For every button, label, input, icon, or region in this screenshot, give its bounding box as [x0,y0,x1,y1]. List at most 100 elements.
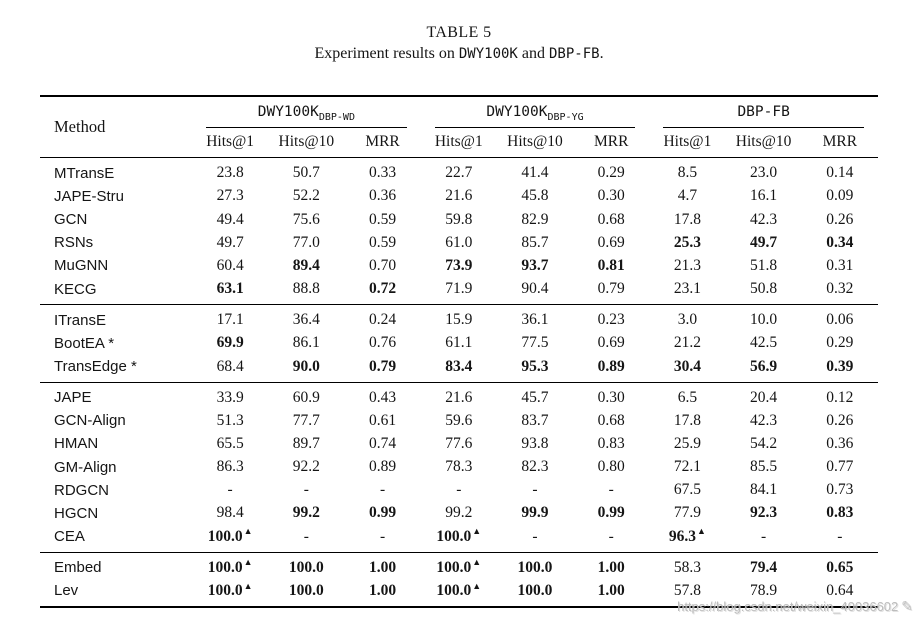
value-cell: 0.76 [368,334,397,352]
value-cell: 100.0▲ [420,551,497,580]
value-cell: 79.4 [725,551,802,580]
value-cell: 61.1 [445,334,473,352]
value-cell: 0.34 [826,233,854,251]
value-cell: 21.6 [445,187,473,205]
col-header-mrr: MRR [344,128,421,159]
value-cell: 0.24 [344,304,421,332]
col-header-hits-at-1: Hits@1 [649,128,726,159]
value-cell: - [532,527,538,545]
value-cell: 51.8 [750,256,778,274]
value-cell: 77.5 [521,334,549,352]
value-cell: 45.7 [496,381,574,410]
value-cell: 0.77 [826,458,854,476]
value-cell: 90.0 [292,357,320,375]
group-subscript: DBP-YG [547,112,584,124]
value-cell: 36.4 [268,304,345,332]
table-row: GM-Align 86.3 92.2 0.89 78.3 82.3 0.80 72.1 85.5… [40,455,878,478]
value-cell: 0.99 [597,504,625,522]
value-cell: 8.5 [677,164,698,182]
table-row: GCN-Align 51.3 77.7 0.61 59.6 83.7 0.68 17.8 42.… [40,409,878,432]
value-cell: 99.2 [292,504,320,522]
value-cell: 100.0▲ [436,580,482,599]
column-group-dwy100k-dbp-wd: DWY100KDBP-WD [192,96,421,129]
value-cell: 22.7 [445,164,473,182]
value-cell: 0.68 [597,210,625,228]
value-cell: 69.9 [216,334,244,352]
value-cell: 0.61 [368,411,397,429]
value-cell: 23.1 [673,280,701,298]
value-cell: 36.1 [496,304,574,332]
group-header-row: Method DWY100KDBP-WD DWY100KDBP-YG DBP-F… [40,96,878,159]
table-row: GCN 49.4 75.6 0.59 59.8 82.9 0.68 17.8 42.3 0.26 [40,208,878,231]
col-header-hits-at-1: Hits@1 [192,128,269,159]
value-cell: - [837,527,843,545]
value-cell: - [303,481,309,499]
value-cell: 78.9 [750,581,778,599]
value-cell: 0.33 [368,164,397,182]
table-row: MuGNN 60.4 89.4 0.70 73.9 93.7 0.81 21.3 51.8 0.3… [40,254,878,277]
value-cell: 1.00 [573,551,650,580]
row-group-1: MTransE 23.8 50.7 0.33 22.7 41.4 0.29 8.5 23.0 0.… [40,158,878,305]
value-cell: 95.3 [521,357,549,375]
value-cell: 6.5 [649,381,726,410]
best-result-triangle-marker: ▲ [472,526,482,537]
value-cell: 85.7 [521,233,549,251]
value-cell: 56.9 [750,357,778,375]
col-header-hits-at-10: Hits@10 [725,128,802,159]
value-cell: 21.3 [673,256,701,274]
value-cell: 50.8 [750,280,778,298]
value-cell: 0.83 [597,434,625,452]
table-row: HGCN 98.4 99.2 0.99 99.2 99.9 0.99 77.9 92.3 0.83 [40,502,878,525]
value-cell: 72.1 [673,458,701,476]
value-cell: 20.4 [725,381,802,410]
value-cell: 93.7 [521,256,549,274]
table-row: BootEA * 69.9 86.1 0.76 61.1 77.5 0.69 21.2 42.5… [40,332,878,355]
value-cell: 83.4 [445,357,473,375]
value-cell: 0.26 [826,411,854,429]
value-cell: 0.43 [344,381,421,410]
value-cell: 0.69 [597,334,625,352]
value-cell: 89.4 [292,256,320,274]
value-cell: 58.3 [649,551,726,580]
method-cell: RSNs [54,234,94,252]
value-cell: 0.64 [826,581,854,599]
value-cell: 0.31 [826,256,854,274]
table-row: TransEdge * 68.4 90.0 0.79 83.4 95.3 0.89 30.4 5… [40,355,878,382]
value-cell: 99.9 [521,504,549,522]
value-cell: 0.23 [573,304,650,332]
value-cell: 0.39 [826,357,854,375]
value-cell: 0.73 [826,481,854,499]
value-cell: 59.8 [445,210,473,228]
value-cell: 100.0▲ [192,551,269,580]
value-cell: 0.26 [826,210,854,228]
value-cell: 63.1 [216,280,244,298]
value-cell: 59.6 [445,411,473,429]
value-cell: 88.8 [292,280,320,298]
group-name: DWY100K [486,104,548,120]
method-cell: TransEdge * [54,358,137,375]
table-row: Lev 100.0▲ 100.0 1.00 100.0▲ 100.0 1.00 57.8 78.… [40,579,878,607]
value-cell: 83.7 [521,411,549,429]
table-row: JAPE-Stru 27.3 52.2 0.36 21.6 45.8 0.30 4.7 16.1… [40,185,878,208]
value-cell: 1.00 [344,551,421,580]
row-group-2: ITransE 17.1 36.4 0.24 15.9 36.1 0.23 3.0 10.0 0.… [40,304,878,382]
caption-text-suffix: . [599,45,604,62]
value-cell: 0.30 [597,187,625,205]
method-cell: Lev [54,582,79,600]
value-cell: 49.4 [216,210,244,228]
value-cell: 0.80 [597,458,625,476]
value-cell: 54.2 [750,434,778,452]
value-cell: 1.00 [597,581,625,599]
method-cell: HGCN [54,504,99,522]
value-cell: 52.2 [292,187,320,205]
group-name: DBP-FB [737,104,790,120]
value-cell: 51.3 [216,411,244,429]
value-cell: 17.8 [673,411,701,429]
value-cell: 0.06 [801,304,878,332]
value-cell: 90.4 [521,280,549,298]
best-result-triangle-marker: ▲ [472,557,482,568]
value-cell: 77.6 [445,434,473,452]
value-cell: - [608,527,614,545]
value-cell: - [608,481,614,499]
value-cell: 78.3 [445,458,473,476]
